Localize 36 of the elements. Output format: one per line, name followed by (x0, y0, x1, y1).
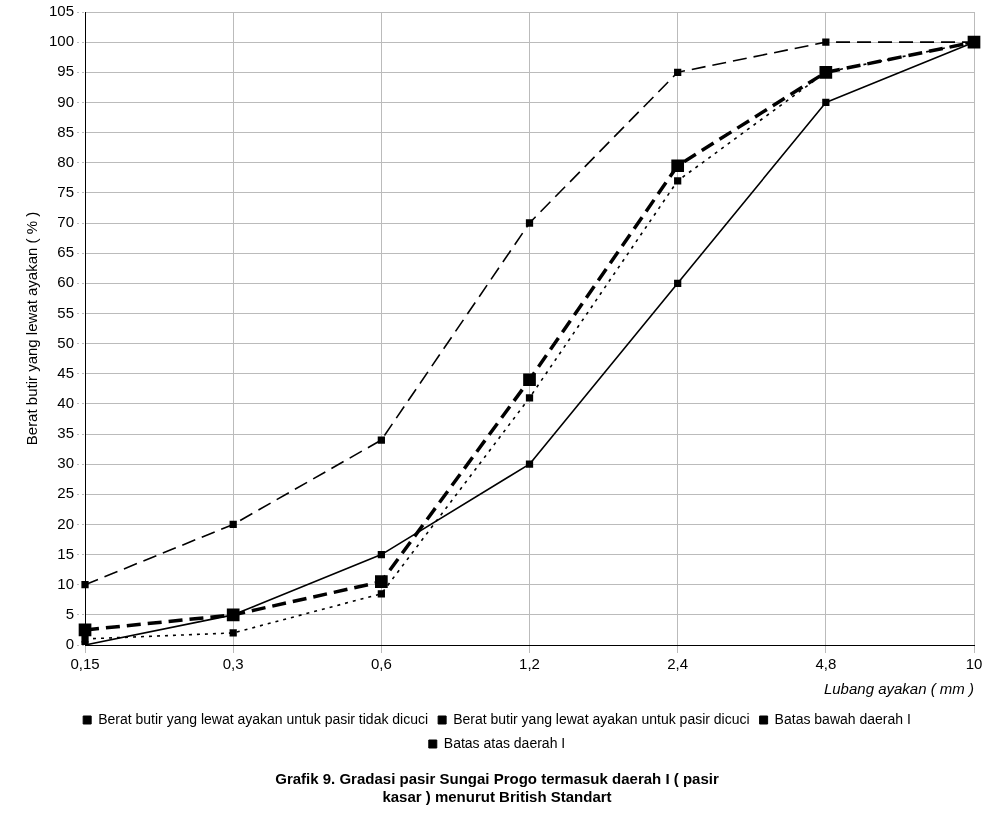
y-tick-label: 40 (57, 394, 75, 411)
y-tick-label: 10 (57, 574, 75, 592)
y-tick-label: 0 (65, 635, 75, 653)
y-tick-label: 65 (57, 243, 75, 261)
x-axis-title: Lubang ayakan ( mm ) (823, 680, 974, 698)
y-tick-label: 35 (57, 424, 75, 442)
y-tick-label: 100 (49, 32, 75, 50)
y-tick-label: 60 (57, 273, 75, 291)
x-tick-label: 0,3 (222, 655, 244, 673)
y-tick-label: 105 (49, 2, 75, 20)
x-tick-label: 4,8 (815, 655, 837, 673)
x-tick-label: 0,15 (70, 655, 100, 673)
y-axis-title: Berat butir yang lewat ayakan ( % ) (23, 211, 41, 446)
x-tick-label: 1,2 (519, 655, 540, 673)
y-tick-label: 80 (57, 152, 75, 170)
y-tick-label: 50 (57, 333, 75, 351)
y-tick-label: 20 (57, 514, 75, 532)
y-tick-label: 45 (57, 363, 75, 381)
y-tick-label: 70 (57, 213, 75, 231)
x-tick-label: 2,4 (667, 655, 689, 673)
y-tick-label: 15 (57, 544, 75, 562)
x-tick-label: 0,6 (370, 655, 392, 673)
legend-label: Batas bawah daerah I (774, 710, 911, 727)
legend-label: Batas atas daerah I (443, 734, 566, 751)
y-tick-label: 90 (57, 92, 75, 110)
text: Grafik 9. Gradasi pasir Sungai Progo termasuk daerah I ( pasir kasar ) menurut British Standart (275, 770, 719, 806)
x-tick-label: 10 (965, 655, 983, 673)
legend-label: Berat butir yang lewat ayakan untuk pasir dicuci (453, 710, 750, 727)
y-tick-label: 5 (65, 605, 75, 622)
y-tick-label: 85 (57, 122, 75, 140)
y-tick-label: 75 (57, 183, 75, 200)
y-tick-label: 95 (57, 62, 75, 80)
y-tick-label: 55 (57, 303, 75, 321)
y-tick-label: 30 (57, 454, 75, 472)
legend-label: Berat butir yang lewat ayakan untuk pasir tidak dicuci (98, 710, 429, 727)
y-tick-label: 25 (57, 484, 75, 502)
